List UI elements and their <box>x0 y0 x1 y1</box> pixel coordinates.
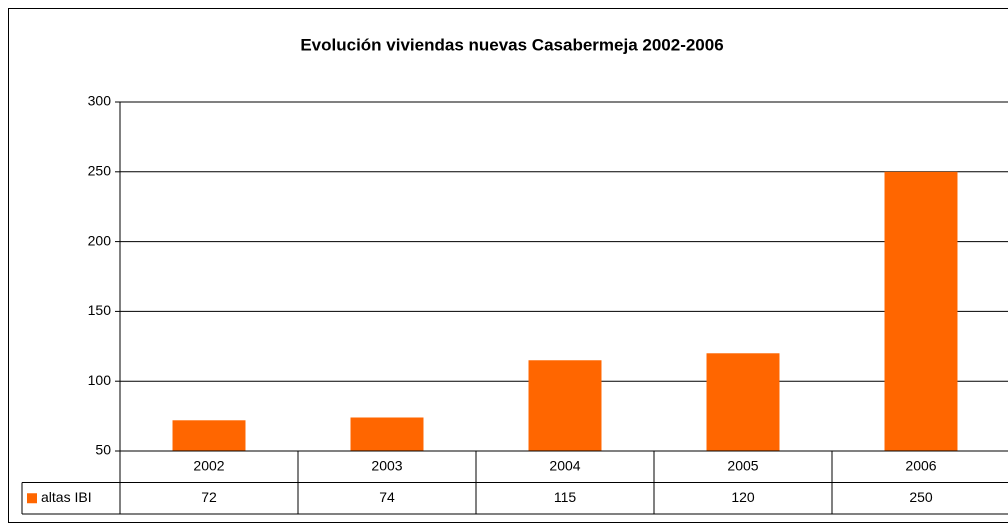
y-tick-label: 300 <box>88 93 112 109</box>
x-tick-label: 2004 <box>549 457 580 473</box>
legend-label: altas IBI <box>41 489 92 505</box>
legend-swatch <box>27 493 37 504</box>
y-tick-label: 50 <box>95 442 111 458</box>
data-table-value: 72 <box>201 489 217 505</box>
bar <box>172 420 246 451</box>
x-tick-label: 2003 <box>371 457 402 473</box>
x-tick-label: 2002 <box>193 457 224 473</box>
bar <box>884 171 958 452</box>
data-table-value: 250 <box>909 489 933 505</box>
y-tick-label: 200 <box>88 232 112 248</box>
data-table-value: 74 <box>379 489 395 505</box>
bar <box>528 360 602 451</box>
chart-frame <box>8 8 1008 523</box>
chart-title: Evolución viviendas nuevas Casabermeja 2… <box>300 35 723 54</box>
y-tick-label: 150 <box>88 302 112 318</box>
y-tick-label: 250 <box>88 163 112 179</box>
x-tick-label: 2006 <box>905 457 936 473</box>
data-table-value: 115 <box>554 489 577 505</box>
x-tick-label: 2005 <box>727 457 758 473</box>
data-table-value: 120 <box>731 489 755 505</box>
bar <box>350 417 424 451</box>
bar <box>706 353 780 451</box>
y-tick-label: 100 <box>88 372 112 388</box>
